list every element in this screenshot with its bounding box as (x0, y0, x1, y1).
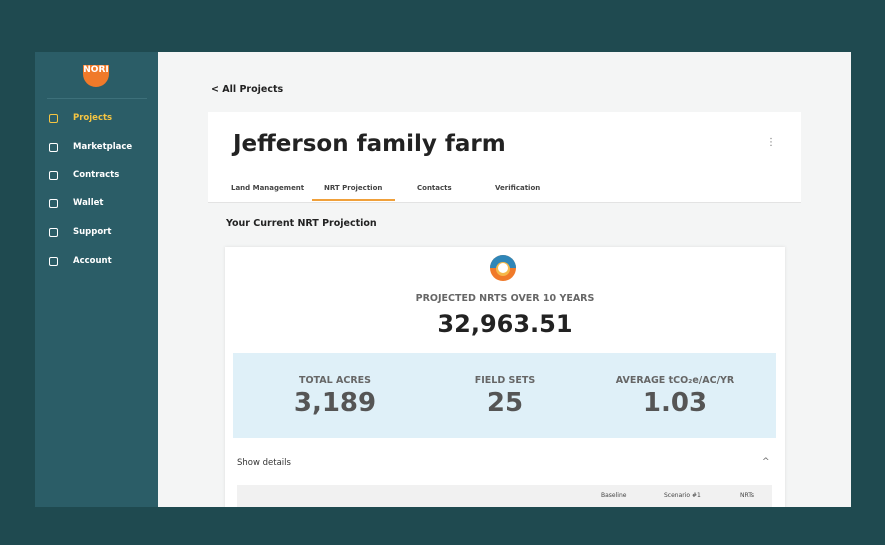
nav-icon (49, 257, 58, 266)
kebab-menu[interactable]: ⋮ (766, 137, 776, 148)
stats-panel (233, 353, 776, 438)
stat-value: 3,189 (293, 388, 377, 418)
stat-value: 1.03 (642, 388, 708, 418)
nav-icon (49, 171, 58, 180)
table-header-cell: Scenario #1 (664, 492, 701, 499)
tab[interactable]: Contacts (417, 184, 452, 192)
project-title: Jefferson family farm (233, 131, 506, 157)
stat-label: AVERAGE tCO₂e/AC/YR (615, 375, 735, 386)
table-header-cell: Baseline (601, 492, 627, 499)
nrt-icon (490, 255, 516, 281)
stat-label: FIELD SETS (474, 375, 536, 386)
sidebar: NORI Projects Marketplace Contracts Wallet S… (35, 52, 158, 507)
header-card (208, 112, 801, 203)
nav-item[interactable]: Wallet (73, 198, 104, 208)
stat-value: 25 (486, 388, 524, 418)
nav-icon (49, 143, 58, 152)
chevron[interactable]: ^ (762, 457, 770, 467)
nav-item[interactable]: Contracts (73, 170, 120, 180)
nav-item[interactable]: Account (73, 256, 112, 266)
tab[interactable]: Land Management (231, 184, 305, 192)
nav-item[interactable]: Marketplace (73, 142, 133, 152)
stat-label: TOTAL ACRES (299, 375, 371, 386)
logo: NORI (83, 65, 109, 75)
nav-icon (49, 114, 58, 123)
table-header-cell: NRTs (740, 492, 755, 499)
section-title: Your Current NRT Projection (226, 218, 377, 229)
back-link[interactable]: < All Projects (211, 84, 284, 95)
tab[interactable]: NRT Projection (324, 184, 383, 192)
app-window: NORI Projects Marketplace Contracts Wallet S… (35, 52, 851, 507)
tab[interactable]: Verification (495, 184, 541, 192)
table-header (237, 485, 772, 507)
show-details[interactable]: Show details (237, 458, 291, 468)
projected-value: 32,963.51 (437, 310, 573, 338)
logo-badge (83, 65, 109, 87)
nav-item[interactable]: Projects (73, 113, 113, 123)
tab-underline (312, 199, 395, 201)
projected-label: PROJECTED NRTS OVER 10 YEARS (415, 293, 595, 304)
nav-icon (49, 199, 58, 208)
divider (47, 98, 147, 99)
nav-item[interactable]: Support (73, 227, 112, 237)
nav-icon (49, 228, 58, 237)
